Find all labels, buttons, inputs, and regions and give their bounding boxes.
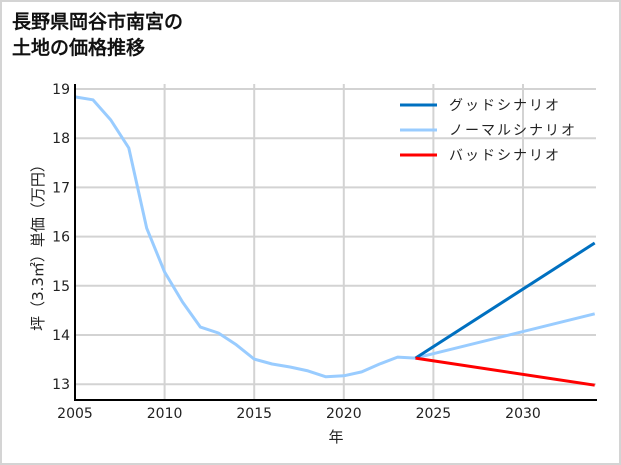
y-tick-label: 14	[52, 328, 70, 344]
x-tick-label: 2010	[147, 406, 183, 422]
y-tick-label: 18	[52, 131, 70, 147]
y-tick-labels: 13 14 15 16 17 18 19	[52, 82, 70, 393]
chart-title-line2: 土地の価格推移	[12, 37, 146, 59]
gridlines	[75, 84, 596, 400]
x-tick-label: 2030	[505, 406, 541, 422]
x-axis-label: 年	[328, 428, 343, 446]
axes	[74, 84, 597, 401]
series-lines	[74, 95, 596, 387]
series-line-0	[414, 241, 596, 360]
legend-label: バッドシナリオ	[449, 148, 561, 164]
legend-label: ノーマルシナリオ	[449, 123, 577, 139]
series-line-1	[74, 95, 596, 379]
y-axis-label: 坪（3.3㎡）単価（万円）	[29, 157, 47, 331]
chart-title: 長野県岡谷市南宮の 土地の価格推移	[12, 9, 183, 61]
x-tick-label: 2020	[326, 406, 362, 422]
series-line-2	[415, 356, 595, 387]
x-tick-label: 2015	[236, 406, 272, 422]
legend-label: グッドシナリオ	[449, 98, 561, 114]
y-tick-label: 13	[52, 377, 70, 393]
y-tick-label: 19	[52, 82, 70, 98]
y-tick-label: 15	[52, 279, 70, 295]
x-tick-label: 2025	[416, 406, 452, 422]
y-tick-label: 16	[52, 230, 70, 246]
y-tick-label: 17	[52, 180, 70, 196]
x-tick-labels: 2005 2010 2015 2020 2025 2030	[57, 406, 541, 422]
x-tick-label: 2005	[57, 406, 93, 422]
chart-title-line1: 長野県岡谷市南宮の	[12, 11, 184, 33]
